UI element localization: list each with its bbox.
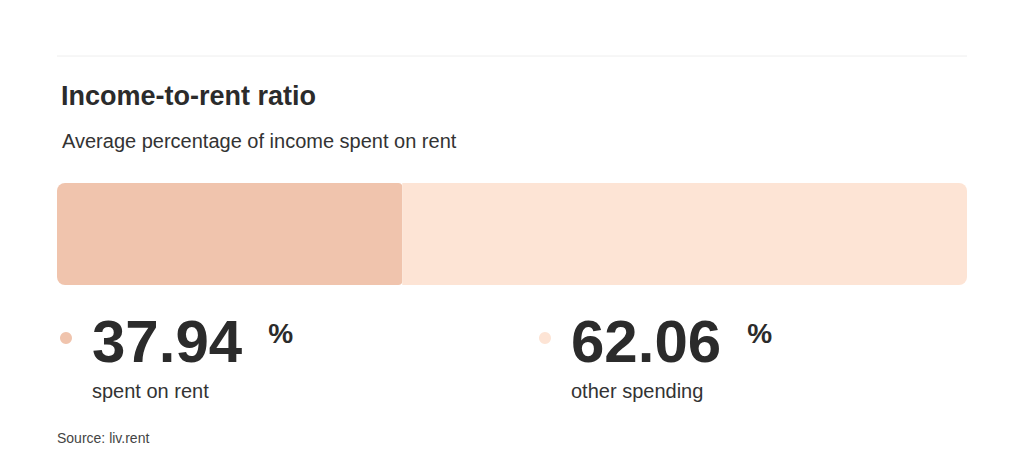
svg-text:spent on rent: spent on rent (92, 380, 209, 402)
svg-text:62.06: 62.06 (571, 308, 721, 375)
svg-text:other spending: other spending (571, 380, 703, 402)
svg-text:%: % (268, 318, 293, 349)
svg-text:Average percentage of income s: Average percentage of income spent on re… (62, 130, 457, 152)
svg-text:Income-to-rent ratio: Income-to-rent ratio (61, 81, 316, 111)
svg-text:37.94: 37.94 (92, 308, 243, 375)
svg-text:Source: liv.rent: Source: liv.rent (57, 430, 149, 446)
svg-text:%: % (747, 318, 772, 349)
